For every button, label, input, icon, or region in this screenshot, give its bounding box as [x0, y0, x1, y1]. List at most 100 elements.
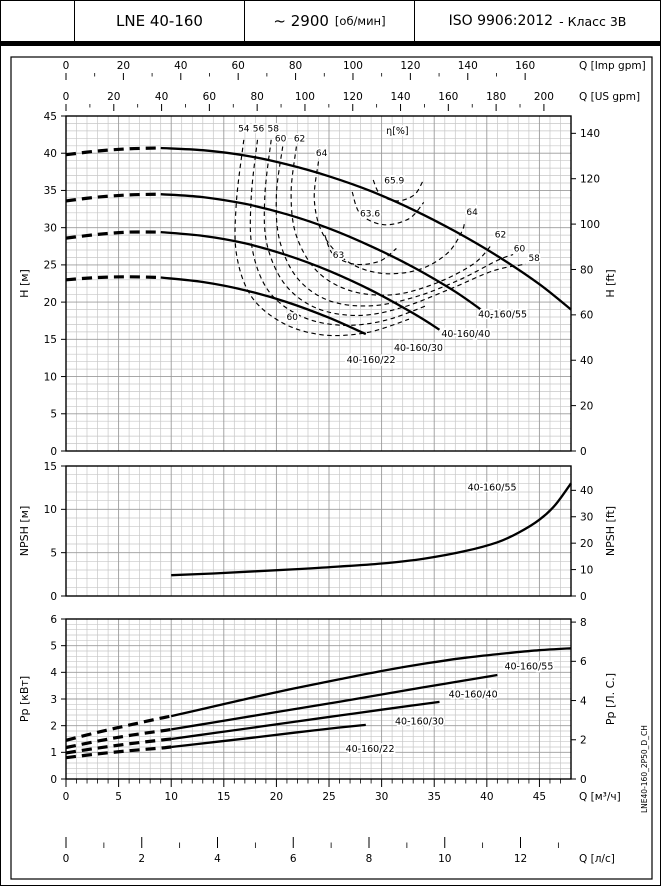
curve-40-160/22 [171, 723, 366, 749]
curve-label: 40-160/22 [346, 744, 395, 755]
tick-label: 20 [580, 400, 593, 412]
tick-label: 0 [580, 591, 587, 603]
x-axis-title: Q [US gpm] [579, 91, 640, 103]
curve-40-160/30 [171, 700, 440, 741]
tick-label: 6 [290, 853, 297, 865]
iso-standard-cell: ISO 9906:2012 - Класс 3В [415, 1, 660, 41]
tick-label: 120 [400, 60, 420, 72]
y-axis-title-left: H [м] [18, 269, 31, 298]
tick-label: 10 [44, 371, 57, 383]
efficiency-label: 64 [466, 208, 478, 218]
curve-40-160/40-dashed [65, 192, 161, 203]
tick-label: 15 [44, 461, 57, 473]
tick-label: 160 [515, 60, 535, 72]
curves [65, 139, 572, 337]
efficiency-label: 62 [294, 134, 305, 144]
curve-label: 40-160/55 [504, 662, 553, 673]
efficiency-label: 58 [528, 254, 540, 264]
tick-label: 15 [44, 334, 57, 346]
tick-label: 120 [343, 91, 363, 103]
plot-frame [65, 115, 572, 452]
efficiency-contour [275, 146, 514, 307]
header-divider-bar [1, 41, 660, 46]
curve-40-160/40-dashed [65, 727, 172, 750]
tick-label: 0 [63, 791, 70, 803]
curve-label: 40-160/22 [347, 355, 396, 366]
eta-axis-label: η[%] [386, 126, 408, 137]
tick-label: 60 [580, 310, 593, 322]
tick-label: 0 [50, 446, 57, 458]
chart-outer-frame [10, 56, 653, 880]
pump-speed-cell: ~ 2900 [об/мин] [245, 1, 415, 41]
tick-label: 1 [50, 747, 57, 759]
tick-label: 0 [63, 60, 70, 72]
tick-label: 140 [580, 128, 600, 140]
tick-label: 4 [580, 695, 587, 707]
tick-label: 100 [580, 219, 600, 231]
y-axis-title-right: Pp [Л. С.] [604, 673, 617, 725]
tick-label: 0 [63, 853, 70, 865]
tick-label: 0 [63, 91, 70, 103]
tick-label: 8 [580, 617, 587, 629]
tick-label: 6 [50, 614, 57, 626]
efficiency-label: 60 [275, 134, 287, 144]
tick-label: 25 [322, 791, 335, 803]
tick-label: 30 [375, 791, 388, 803]
curve-40-160/30 [160, 230, 441, 331]
tick-label: 5 [115, 791, 122, 803]
efficiency-contour [313, 161, 466, 275]
pump-model-cell: LNE 40-160 [75, 1, 245, 41]
pump-speed-value: ~ 2900 [273, 12, 329, 30]
curve-40-160/22 [160, 276, 367, 336]
tick-label: 4 [214, 853, 221, 865]
efficiency-label: 64 [316, 149, 328, 159]
y-axis-title-left: NPSH [м] [18, 506, 31, 557]
efficiency-label: 60 [514, 244, 526, 254]
iso-standard-class: - Класс 3В [559, 13, 627, 29]
tick-label: 40 [174, 60, 187, 72]
tick-label: 12 [514, 853, 527, 865]
curve-40-160/55-dashed [65, 714, 172, 742]
tick-label: 10 [580, 564, 593, 576]
drawing-code: LNE40-160_2P50_D_CH [640, 725, 649, 813]
curve-40-160/30-dashed [65, 737, 172, 755]
tick-label: 120 [580, 174, 600, 186]
tick-label: 40 [480, 791, 493, 803]
tick-label: 2 [138, 853, 145, 865]
curve-40-160/55 [170, 647, 572, 718]
power-chart: 40-160/55 40-160/40 40-160/30 40-160/22 0 1 2 3… [50, 614, 587, 786]
curves [171, 482, 572, 577]
curve-40-160/40 [160, 193, 493, 319]
curve-label: 40-160/55 [468, 482, 517, 493]
tick-label: 200 [534, 91, 554, 103]
tick-label: 0 [50, 591, 57, 603]
efficiency-label: 60 [286, 313, 298, 323]
tick-label: 5 [50, 409, 57, 421]
efficiency-label: 65.9 [384, 177, 404, 187]
tick-label: 160 [438, 91, 458, 103]
efficiency-label: 54 [238, 125, 250, 135]
tick-label: 3 [50, 694, 57, 706]
tick-label: 10 [44, 504, 57, 516]
efficiency-contour [351, 191, 425, 226]
tick-label: 45 [533, 791, 546, 803]
tick-label: 8 [366, 853, 373, 865]
tick-label: 20 [117, 60, 130, 72]
efficiency-contour [372, 179, 424, 202]
tick-label: 10 [438, 853, 451, 865]
title-bar: LNE 40-160 ~ 2900 [об/мин] ISO 9906:2012… [1, 1, 660, 41]
efficiency-label: 58 [268, 125, 280, 135]
curves [65, 647, 572, 760]
y-axis-title-right: H [ft] [604, 269, 617, 297]
tick-label: 180 [486, 91, 506, 103]
curve-40-160/55-dashed [65, 146, 161, 157]
y-axis-title-right: NPSH [ft] [604, 506, 617, 556]
tick-label: 80 [250, 91, 263, 103]
tick-label: 0 [50, 774, 57, 786]
tick-label: 80 [289, 60, 302, 72]
tick-label: 30 [44, 222, 57, 234]
tick-label: 25 [44, 260, 57, 272]
curve-label: 40-160/40 [441, 329, 490, 340]
curve-40-160/55 [171, 482, 572, 577]
